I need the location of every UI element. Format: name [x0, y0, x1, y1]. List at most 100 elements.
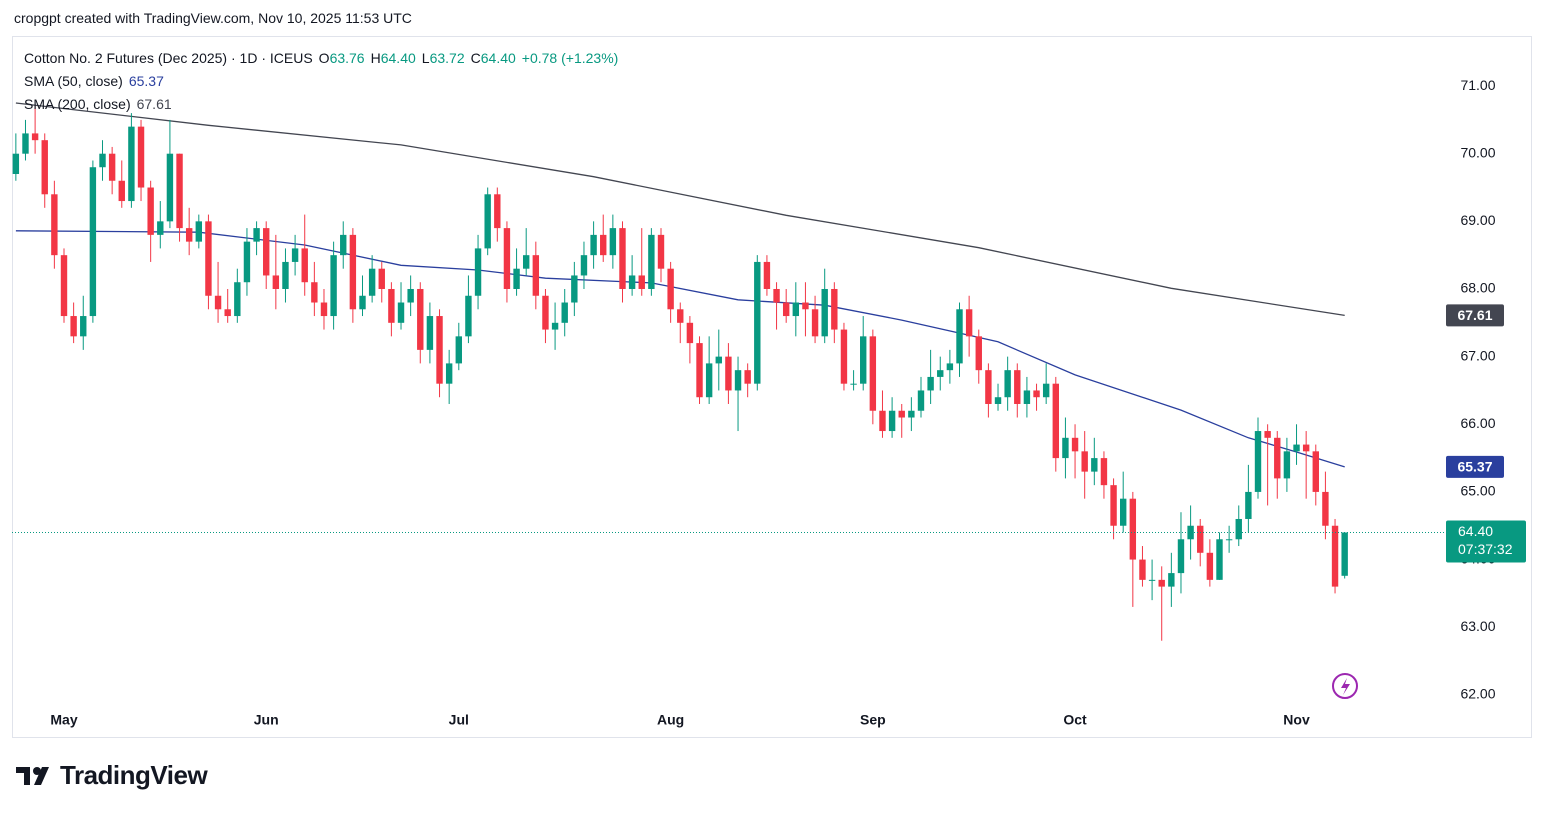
candle-body: [185, 228, 193, 242]
legend-field-label: H: [370, 50, 381, 66]
candle-body: [638, 275, 645, 289]
candle-body: [1129, 498, 1137, 560]
candle-body: [1235, 518, 1242, 540]
candle-body: [888, 410, 896, 432]
candle-body: [975, 336, 982, 371]
candle-body: [1264, 431, 1271, 438]
candle-body: [272, 275, 280, 289]
price-tag: [1446, 455, 1504, 478]
y-tick-label: 65.00: [1460, 483, 1495, 499]
x-tick-label: May: [50, 712, 77, 728]
candle-body: [407, 288, 414, 303]
candle-body: [782, 302, 790, 317]
candle-body: [551, 322, 559, 330]
candle-body: [224, 309, 231, 317]
candle-body: [937, 370, 944, 377]
candle-body: [474, 248, 482, 296]
candle-body: [1052, 383, 1059, 459]
y-tick-label: 63.00: [1460, 618, 1495, 634]
candle-body: [359, 295, 366, 310]
candle-body: [917, 390, 925, 411]
candle-body: [686, 322, 694, 344]
sma-name: SMA (50, close): [24, 73, 123, 89]
candle-body: [1100, 458, 1108, 486]
candle-body: [513, 268, 520, 289]
candle-body: [1245, 491, 1252, 519]
candle-body: [1062, 437, 1069, 459]
sma-name: SMA (200, close): [24, 96, 131, 112]
legend: Cotton No. 2 Futures (Dec 2025) · 1D · I…: [24, 47, 618, 116]
candle-body: [763, 261, 771, 289]
candle-body: [1206, 552, 1214, 580]
candle-body: [725, 356, 732, 391]
candle-body: [1322, 491, 1329, 526]
candle-body: [696, 343, 703, 398]
candle-body: [176, 153, 183, 229]
candle-body: [368, 268, 376, 296]
legend-field-label: O: [318, 50, 330, 66]
candle-body: [619, 228, 626, 289]
brand-logo: [16, 766, 49, 785]
candle-body: [1071, 437, 1079, 452]
alert-bolt: [1341, 678, 1350, 695]
alert-icon[interactable]: [1332, 673, 1358, 699]
y-tick-label: 67.00: [1460, 347, 1495, 363]
candle-body: [147, 187, 154, 235]
candle-body: [301, 248, 308, 283]
candle-body: [378, 268, 385, 289]
candle-body: [542, 295, 549, 330]
last-price-label: 64.40: [1458, 523, 1493, 539]
candle-body: [330, 255, 337, 317]
legend-field-value: 63.72: [429, 50, 465, 66]
candle-body: [1033, 390, 1040, 398]
candle-body: [137, 126, 145, 188]
candle-body: [1216, 539, 1223, 580]
candle-body: [51, 194, 58, 256]
sma-value: 65.37: [128, 73, 164, 89]
candle-body: [956, 309, 963, 364]
legend-title: Cotton No. 2 Futures (Dec 2025) · 1D · I…: [24, 50, 313, 66]
price-tag-label: 65.37: [1457, 459, 1492, 475]
candle-body: [291, 248, 299, 262]
candle-body: [1331, 525, 1339, 587]
legend-field-value: 64.40: [480, 50, 516, 66]
candle-body: [128, 126, 135, 202]
candle-body: [522, 255, 530, 269]
candle-body: [349, 234, 357, 310]
x-tick-label: Jun: [254, 712, 279, 728]
countdown-label: 07:37:32: [1458, 541, 1513, 557]
candle-body: [908, 410, 915, 418]
candle-body: [494, 194, 501, 229]
candle-body: [532, 255, 540, 296]
y-tick-label: 62.00: [1460, 686, 1495, 702]
candle-body: [879, 410, 886, 432]
y-tick-label: 68.00: [1460, 280, 1495, 296]
candle-body: [397, 302, 405, 323]
candle-body: [503, 228, 511, 289]
candle-body: [1004, 370, 1011, 398]
candle-body: [426, 316, 434, 350]
candle-body: [792, 302, 800, 317]
candle-body: [311, 282, 318, 303]
candle-body: [436, 316, 443, 384]
candle-body: [667, 268, 674, 310]
chart-frame: [12, 36, 1532, 738]
candle-body: [445, 363, 453, 384]
candle-body: [70, 316, 77, 337]
candle-body: [195, 221, 203, 242]
candle-body: [214, 295, 222, 310]
candle-body: [1139, 559, 1146, 580]
candle-body: [590, 234, 597, 256]
candle-body: [1023, 390, 1031, 404]
candle-body: [455, 336, 462, 364]
candle-body: [388, 288, 395, 323]
candle-body: [831, 288, 838, 330]
candle-body: [946, 363, 954, 371]
candle-body: [850, 383, 857, 385]
candle-body: [340, 234, 347, 256]
candle-body: [657, 234, 665, 269]
candle-body: [580, 255, 588, 276]
candle-body: [89, 167, 97, 317]
